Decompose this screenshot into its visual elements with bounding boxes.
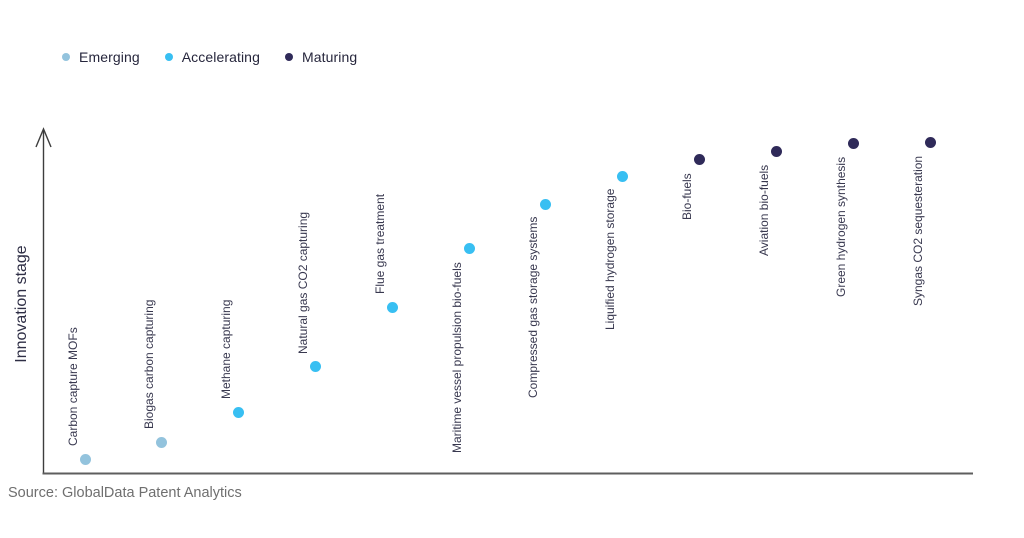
data-point-dot [386, 301, 398, 313]
data-point-dot [309, 361, 321, 373]
y-axis-label: Innovation stage [13, 245, 30, 363]
data-point-label: Flue gas treatment [372, 194, 387, 295]
legend-item-emerging[interactable]: Emerging [62, 49, 140, 65]
data-point-label: Maritime vessel propulsion bio-fuels [449, 262, 464, 453]
legend-item-label: Maturing [301, 49, 358, 65]
legend-marker-icon [164, 53, 173, 61]
legend: Emerging Accelerating Maturing [62, 49, 357, 65]
data-point-dot [617, 170, 629, 182]
data-point-dot [540, 198, 552, 210]
data-point-label: Compressed gas storage systems [526, 216, 541, 399]
legend-item-label: Emerging [79, 49, 140, 65]
y-axis-arrow-icon [35, 127, 52, 148]
data-point-dot [924, 137, 936, 149]
data-point-dot [694, 154, 706, 166]
source-note: Source: GlobalData Patent Analytics [8, 485, 242, 501]
data-point-label: Liquified hydrogen storage [603, 188, 618, 331]
data-point-label: Carbon capture MOFs [65, 327, 80, 447]
data-point-label: Bio-fuels [680, 173, 695, 220]
legend-item-maturing[interactable]: Maturing [284, 49, 358, 65]
legend-marker-icon [284, 53, 293, 61]
data-point-label: Aviation bio-fuels [756, 164, 771, 256]
data-point-dot [79, 453, 91, 465]
data-point-dot [847, 138, 859, 150]
data-point-label: Natural gas CO2 capturing [295, 211, 310, 354]
legend-marker-icon [62, 53, 70, 61]
data-point-dot [233, 406, 245, 418]
legend-item-label: Accelerating [181, 49, 260, 65]
legend-item-accelerating[interactable]: Accelerating [164, 49, 260, 65]
data-point-label: Green hydrogen synthesis [833, 156, 848, 297]
data-point-label: Biogas carbon capturing [142, 299, 157, 430]
data-point-label: Syngas CO2 sequesteration [910, 155, 925, 306]
data-point-dot [463, 243, 475, 255]
data-point-dot [770, 146, 782, 158]
data-point-label: Methane capturing [219, 299, 234, 400]
data-point-dot [156, 436, 168, 448]
